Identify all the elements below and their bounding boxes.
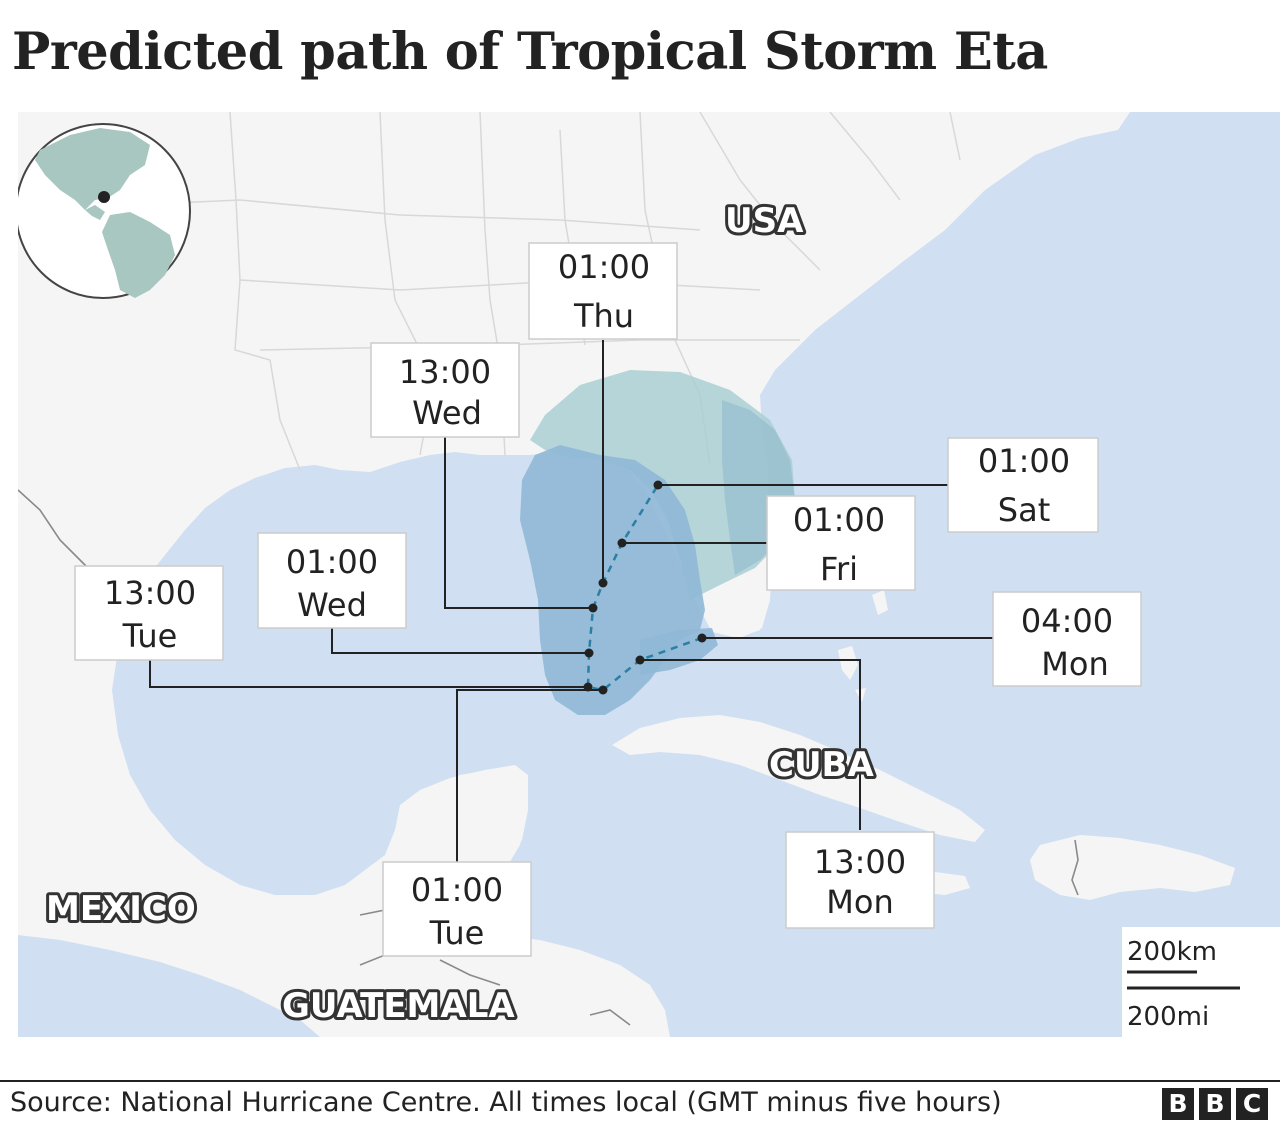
source-note: Source: National Hurricane Centre. All t… [10, 1087, 1002, 1118]
label-fri-0100: 01:00 Fri [766, 495, 916, 591]
marker-wed-0100 [584, 648, 594, 658]
label-day: Wed [412, 394, 482, 432]
footer-divider [0, 1080, 1280, 1082]
land-usa [18, 112, 1130, 1037]
label-day: Tue [429, 914, 485, 952]
label-time: 13:00 [814, 843, 906, 881]
marker-tue-1300 [583, 682, 593, 692]
globe-south-america [102, 212, 175, 298]
marker-thu-0100 [598, 578, 608, 588]
pacific [18, 935, 320, 1037]
country-label-usa: USA [725, 201, 804, 241]
forecast-labels: 04:00 Mon 13:00 Mon 01:00 Tue 13:00 Tue … [74, 242, 1142, 957]
globe-location-dot [98, 191, 110, 203]
land-cuba [612, 715, 985, 842]
label-day: Wed [297, 586, 367, 624]
label-time: 13:00 [399, 353, 491, 391]
label-day: Mon [826, 883, 893, 921]
marker-tue-0100 [598, 685, 608, 695]
label-time: 01:00 [558, 248, 650, 286]
land-central-america [440, 935, 665, 1037]
label-time: 01:00 [286, 543, 378, 581]
bbc-logo-letter: C [1236, 1088, 1268, 1120]
locator-globe [18, 123, 191, 299]
country-label-mexico: MEXICO [46, 889, 196, 929]
label-day: Thu [573, 297, 634, 335]
marker-mon-1300 [635, 655, 645, 665]
label-time: 13:00 [104, 574, 196, 612]
label-mon-1300: 13:00 Mon [785, 831, 935, 929]
label-time: 04:00 [1021, 602, 1113, 640]
label-day: Sat [998, 491, 1050, 529]
map-title: Predicted path of Tropical Storm Eta [12, 22, 1048, 82]
marker-fri-0100 [617, 538, 627, 548]
label-day: Tue [122, 617, 178, 655]
label-time: 01:00 [978, 442, 1070, 480]
label-day: Fri [820, 550, 858, 588]
globe-central-america [85, 205, 105, 220]
country-labels: USA CUBA MEXICO GUATEMALA [43, 198, 877, 1029]
bbc-logo-letter: B [1199, 1088, 1231, 1120]
scale-mi-label: 200mi [1127, 1002, 1209, 1032]
country-label-cuba: CUBA [769, 745, 874, 785]
land-hispaniola [1030, 835, 1235, 900]
scale-bar: 200km 200mi [1122, 927, 1280, 1037]
leader-lines [149, 340, 993, 862]
label-tue-1300: 13:00 Tue [74, 565, 224, 661]
bbc-logo: B B C [1162, 1088, 1268, 1120]
marker-mon-0400 [697, 633, 707, 643]
country-label-guatemala: GUATEMALA [282, 986, 515, 1026]
label-wed-1300: 13:00 Wed [370, 342, 520, 438]
globe-north-america [35, 128, 150, 210]
label-mon-0400: 04:00 Mon [992, 591, 1142, 687]
label-thu-0100: 01:00 Thu [528, 242, 678, 340]
forecast-markers [583, 480, 707, 695]
marker-sat-0100 [653, 480, 663, 490]
map: 04:00 Mon 13:00 Mon 01:00 Tue 13:00 Tue … [18, 112, 1280, 1037]
label-time: 01:00 [793, 501, 885, 539]
label-tue-0100: 01:00 Tue [382, 861, 532, 957]
label-wed-0100: 01:00 Wed [257, 532, 407, 629]
marker-wed-1300 [588, 603, 598, 613]
label-sat-0100: 01:00 Sat [947, 437, 1099, 533]
label-day: Mon [1041, 645, 1108, 683]
bbc-logo-letter: B [1162, 1088, 1194, 1120]
land-bahamas [838, 590, 888, 702]
label-time: 01:00 [411, 871, 503, 909]
scale-km-label: 200km [1127, 937, 1217, 967]
